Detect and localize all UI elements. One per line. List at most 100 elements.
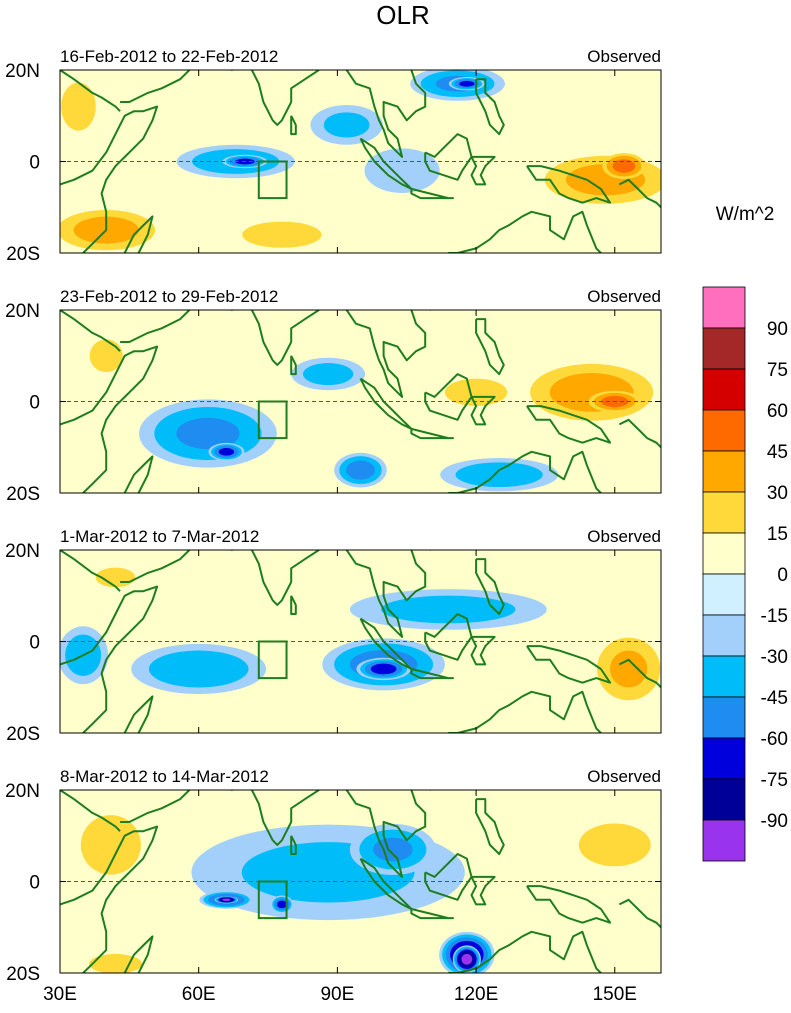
anomaly-contour (381, 595, 516, 624)
anomaly-contour (373, 837, 413, 862)
coastline (123, 215, 154, 253)
colorbar-tick-label: 15 (767, 524, 788, 545)
anomaly-contour (302, 362, 354, 386)
coastline (345, 70, 427, 158)
coastline (120, 70, 191, 103)
y-tick-label: 20N (5, 541, 40, 562)
coastline (231, 550, 320, 606)
figure-title: OLR (376, 0, 429, 30)
y-tick-label: 0 (29, 153, 40, 174)
panels-group: 20N 0 20S 16-Feb-2012 to 22-Feb-2012 Observe… (5, 47, 662, 985)
coastline (470, 875, 496, 906)
coastline (345, 790, 427, 878)
x-tick-label: 120E (454, 984, 498, 1005)
panel-date-label: 23-Feb-2012 to 29-Feb-2012 (60, 287, 278, 306)
anomaly-contour (61, 82, 96, 131)
anomaly-contour (461, 953, 473, 965)
coastline (345, 310, 427, 398)
coastline (526, 885, 612, 924)
colorbar-tick-label: -30 (761, 647, 788, 668)
coastline (429, 790, 433, 791)
coastline (526, 165, 612, 204)
coastline (60, 345, 159, 493)
coastlines (60, 550, 661, 733)
anomaly-field (80, 815, 651, 973)
colorbar-swatch (702, 286, 746, 329)
colorbar: 90 75 60 45 30 15 0 -15 -30 -45 -60 -75 -90 (702, 286, 788, 862)
colorbar-swatch (702, 778, 746, 821)
coastline (231, 310, 320, 366)
coastline (429, 70, 433, 71)
coastline (60, 790, 121, 832)
anomaly-contour (242, 221, 322, 248)
colorbar-swatch (702, 819, 746, 862)
x-tick-label: 150E (593, 984, 637, 1005)
coastline (424, 373, 473, 421)
coastline (424, 853, 473, 901)
coastlines (60, 310, 661, 493)
coastline (470, 395, 496, 426)
coastline (123, 695, 154, 733)
panel-date-label: 16-Feb-2012 to 22-Feb-2012 (60, 47, 278, 66)
anomaly-contour (176, 417, 240, 450)
coastline (60, 550, 121, 592)
box-region (257, 640, 288, 680)
coastline (410, 187, 454, 200)
panel-3: 20N 0 20S 1-Mar-2012 to 7-Mar-2012 Observed (5, 527, 662, 745)
coastline (470, 155, 496, 186)
coastline (60, 310, 121, 352)
colorbar-tick-label: -15 (761, 606, 788, 627)
colorbar-tick-label: -75 (761, 770, 788, 791)
anomaly-contour (370, 663, 397, 675)
anomaly-contour (455, 462, 543, 488)
y-tick-label: 0 (29, 393, 40, 414)
colorbar-tick-label: 0 (777, 565, 788, 586)
coastline (475, 318, 505, 376)
coastline (60, 70, 121, 112)
anomaly-contour (89, 954, 142, 973)
panel-source-label: Observed (587, 287, 661, 306)
coastline (231, 790, 320, 846)
anomaly-contour (346, 460, 375, 480)
colorbar-swatch (702, 655, 746, 698)
colorbar-swatch (702, 614, 746, 657)
coastline (120, 790, 191, 823)
colorbar-swatch (702, 532, 746, 575)
colorbar-units-label: W/m^2 (716, 204, 775, 225)
colorbar-tick-label: -90 (761, 811, 788, 832)
anomaly-contour (578, 823, 651, 867)
coastline (618, 178, 661, 209)
box-region (257, 400, 288, 440)
colorbar-tick-label: 60 (767, 401, 788, 422)
y-tick-label: 20N (5, 781, 40, 802)
coastline (618, 898, 661, 929)
colorbar-swatch (702, 368, 746, 411)
panel-source-label: Observed (587, 527, 661, 546)
colorbar-swatch (702, 450, 746, 493)
colorbar-swatch (702, 327, 746, 370)
colorbar-swatch (702, 409, 746, 452)
panel-2: 20N 0 20S 23-Feb-2012 to 29-Feb-2012 Observe… (5, 287, 662, 505)
y-tick-label: 20S (6, 724, 40, 745)
panel-date-label: 1-Mar-2012 to 7-Mar-2012 (60, 527, 259, 546)
anomaly-field (60, 567, 661, 701)
coastline (120, 550, 191, 583)
coastline (290, 355, 297, 376)
coastline (448, 210, 602, 253)
anomaly-contour (459, 80, 475, 87)
x-tick-label: 90E (320, 984, 354, 1005)
y-tick-label: 0 (29, 633, 40, 654)
coastline (120, 310, 191, 343)
colorbar-swatch (702, 573, 746, 616)
box-region (257, 880, 288, 920)
panel-1: 20N 0 20S 16-Feb-2012 to 22-Feb-2012 Observe… (5, 47, 662, 265)
coastline (475, 798, 505, 855)
coastline (475, 78, 505, 136)
coastline (290, 835, 297, 855)
anomaly-contour (612, 159, 636, 173)
coastline (123, 455, 154, 493)
panel-source-label: Observed (587, 47, 661, 66)
anomaly-field (89, 339, 654, 492)
y-tick-label: 20N (5, 301, 40, 322)
